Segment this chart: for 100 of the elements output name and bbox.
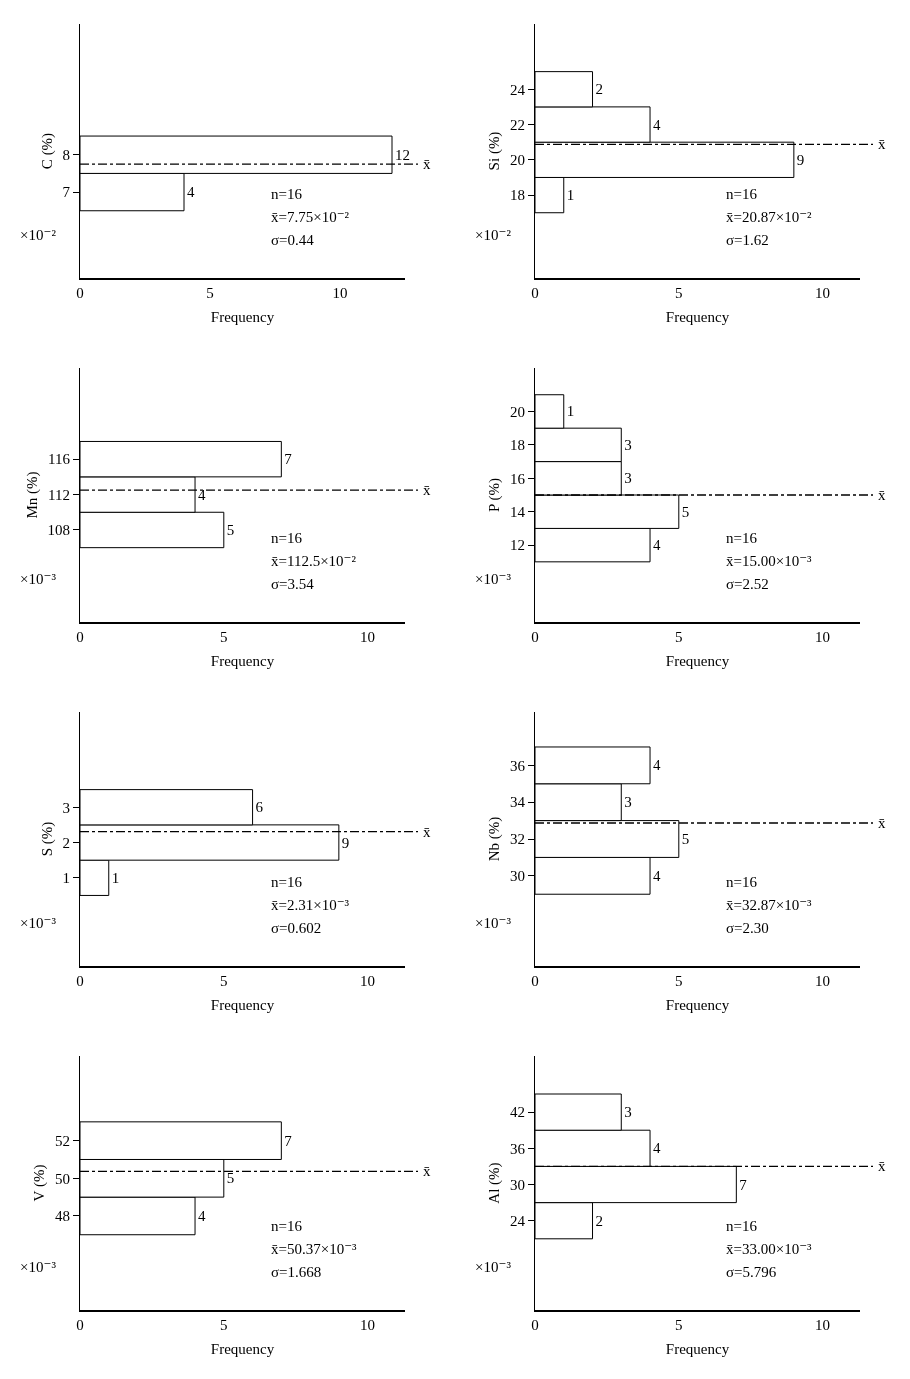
x-tick-label: 0 xyxy=(76,628,84,645)
data-label: 3 xyxy=(624,470,632,487)
x-tick-label: 5 xyxy=(220,628,228,645)
annotation: n=16 xyxy=(726,530,758,546)
x-tick-label: 10 xyxy=(815,628,831,645)
text: ×10⁻² xyxy=(475,227,512,243)
annotation: n=16 xyxy=(726,874,758,890)
x-tick-label: 5 xyxy=(675,1316,683,1333)
text: ×10⁻³ xyxy=(475,1259,512,1275)
text: ×10⁻³ xyxy=(475,571,512,587)
data-label: 6 xyxy=(255,799,264,816)
y-tick-label: 112 xyxy=(48,486,70,503)
data-label: 4 xyxy=(198,1207,207,1224)
y-axis-title: Mn (%) xyxy=(23,471,41,519)
x-tick-label: 5 xyxy=(675,284,683,301)
y-tick-label: 16 xyxy=(510,470,526,487)
y-tick-label: 108 xyxy=(47,522,70,539)
data-label: 7 xyxy=(284,1132,293,1149)
annotation: x̄=20.87×10⁻² xyxy=(726,209,813,225)
data-label: 4 xyxy=(653,1140,662,1157)
y-tick-label: 32 xyxy=(510,831,525,848)
annotation: x̄=32.87×10⁻³ xyxy=(726,897,813,913)
ref-line-label: x̄ xyxy=(423,824,431,840)
data-label: 4 xyxy=(653,757,662,774)
annotation: n=16 xyxy=(271,530,303,546)
data-label: 12 xyxy=(395,146,410,163)
x-tick-label: 5 xyxy=(206,284,214,301)
text: ×10⁻³ xyxy=(20,915,57,931)
annotation: σ=5.796 xyxy=(726,1264,777,1280)
y-tick-label: 20 xyxy=(510,403,525,420)
data-label: 1 xyxy=(566,187,575,204)
data-label: 9 xyxy=(341,834,350,851)
x-tick-label: 10 xyxy=(360,972,376,989)
y-tick-label: 52 xyxy=(55,1132,70,1149)
x-tick-label: 5 xyxy=(675,628,683,645)
x-axis-title: Frequency xyxy=(210,1341,275,1358)
x-axis-title: Frequency xyxy=(665,997,730,1014)
annotation: x̄=7.75×10⁻² xyxy=(271,209,350,225)
y-tick-label: 1 xyxy=(62,870,70,887)
ref-line-label: x̄ xyxy=(423,482,431,498)
ref-line-label: x̄ xyxy=(878,815,886,831)
data-label: 7 xyxy=(739,1176,748,1193)
x-tick-label: 0 xyxy=(531,1316,539,1333)
x-tick-label: 0 xyxy=(531,628,539,645)
x-tick-label: 0 xyxy=(531,972,539,989)
annotation: n=16 xyxy=(726,1218,758,1234)
annotation: σ=1.668 xyxy=(271,1264,322,1280)
text: ×10⁻³ xyxy=(20,1259,57,1275)
x-axis-title: Frequency xyxy=(210,997,275,1014)
annotation: x̄=15.00×10⁻³ xyxy=(726,553,813,569)
y-axis-title: C (%) xyxy=(38,132,56,170)
annotation: σ=0.602 xyxy=(271,920,322,936)
data-label: 2 xyxy=(595,1212,604,1229)
annotation: σ=3.54 xyxy=(271,576,315,592)
x-axis-title: Frequency xyxy=(210,653,275,670)
data-label: 5 xyxy=(681,503,690,520)
y-tick-label: 30 xyxy=(510,1176,525,1193)
x-tick-label: 10 xyxy=(815,284,831,301)
annotation: x̄=112.5×10⁻² xyxy=(271,553,357,569)
data-label: 1 xyxy=(111,869,120,886)
y-tick-label: 30 xyxy=(510,868,525,885)
annotation: n=16 xyxy=(726,186,758,202)
annotation: x̄=2.31×10⁻³ xyxy=(271,897,350,913)
y-tick-label: 22 xyxy=(510,116,525,133)
y-tick-label: 18 xyxy=(510,187,525,204)
data-label: 4 xyxy=(653,537,662,554)
data-label: 3 xyxy=(624,436,632,453)
x-tick-label: 10 xyxy=(815,972,831,989)
data-label: 1 xyxy=(566,403,575,420)
text: ×10⁻² xyxy=(20,227,57,243)
x-tick-label: 0 xyxy=(531,284,539,301)
y-tick-label: 20 xyxy=(510,152,525,169)
x-tick-label: 0 xyxy=(76,1316,84,1333)
ref-line-label: x̄ xyxy=(423,1163,431,1179)
x-tick-label: 10 xyxy=(332,284,348,301)
annotation: σ=1.62 xyxy=(726,232,769,248)
x-tick-label: 5 xyxy=(220,1316,228,1333)
y-tick-label: 24 xyxy=(510,81,526,98)
x-axis-title: Frequency xyxy=(665,1341,730,1358)
data-label: 2 xyxy=(595,81,604,98)
ref-line-label: x̄ xyxy=(878,1158,886,1174)
data-label: 4 xyxy=(653,867,662,884)
y-tick-label: 7 xyxy=(62,184,71,201)
data-label: 4 xyxy=(198,486,207,503)
y-tick-label: 116 xyxy=(48,451,71,468)
y-tick-label: 36 xyxy=(510,757,526,774)
data-label: 4 xyxy=(187,184,195,201)
y-axis-title: Si (%) xyxy=(486,131,504,171)
y-tick-label: 12 xyxy=(510,537,525,554)
data-label: 3 xyxy=(624,1104,632,1121)
x-tick-label: 0 xyxy=(76,972,84,989)
annotation: σ=2.30 xyxy=(726,920,769,936)
annotation: n=16 xyxy=(271,874,303,890)
y-tick-label: 18 xyxy=(510,437,525,454)
x-tick-label: 0 xyxy=(76,284,84,301)
data-label: 9 xyxy=(796,151,805,168)
y-tick-label: 50 xyxy=(55,1170,70,1187)
y-axis-title: Nb (%) xyxy=(486,816,504,862)
y-axis-title: V (%) xyxy=(31,1164,49,1202)
x-axis-title: Frequency xyxy=(210,309,275,326)
